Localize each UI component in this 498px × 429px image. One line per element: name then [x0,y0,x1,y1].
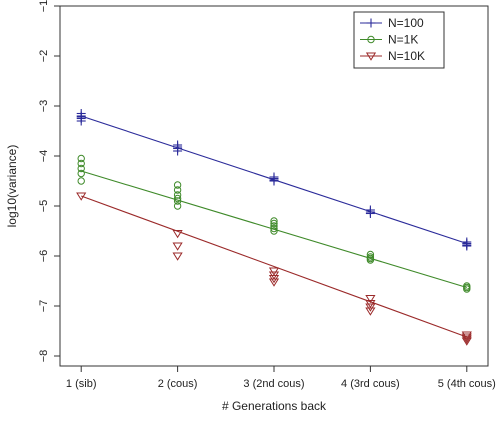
legend-label: N=1K [388,33,418,47]
legend-marker [367,35,375,44]
data-point [461,331,472,340]
y-tick-label: −8 [38,350,50,363]
y-tick-label: −2 [38,50,50,63]
data-point [365,307,376,316]
series-1-points [76,109,472,251]
y-tick-label: −7 [38,300,50,313]
y-tick-label: −4 [38,150,50,163]
data-point [172,242,183,251]
data-point [77,154,85,163]
x-tick-label: 5 (4th cous) [438,378,496,390]
x-tick-label: 1 (sib) [66,378,97,390]
data-point [268,267,280,276]
data-point [173,186,182,194]
data-point [173,146,183,156]
series-3-points [76,192,472,346]
data-point [77,169,85,178]
data-point [463,285,471,293]
data-point [77,164,85,173]
x-tick-label: 3 (2nd cous) [243,378,304,390]
x-tick-label: 4 (3rd cous) [341,378,400,390]
data-point [461,335,472,344]
data-point [77,159,85,168]
data-point [173,194,182,203]
data-point [76,116,86,126]
fit-line-3 [81,195,467,338]
data-point [365,295,376,304]
data-point [173,202,182,210]
data-point [365,209,375,218]
legend-box [353,11,445,69]
data-point [462,241,472,251]
legend-marker [365,52,377,61]
data-point [270,219,278,228]
data-point [270,227,278,235]
y-tick-label: −3 [38,100,50,113]
data-point [270,217,278,225]
series-2-points [77,154,471,293]
data-points [76,109,472,346]
data-point [270,222,278,230]
data-point [365,303,376,312]
data-point [268,278,280,287]
y-tick-label: −5 [38,200,50,213]
data-point [172,252,183,261]
y-axis-label: log10(variance) [5,145,19,228]
data-point [173,197,182,205]
y-tick-label: −1 [38,0,50,12]
data-point [461,333,472,342]
y-tick-label: −6 [38,250,50,263]
data-point [76,192,87,201]
legend-label: N=100 [388,16,424,30]
data-point [172,230,183,239]
legend-marker [366,18,376,28]
data-point [270,224,278,233]
legend-label: N=10K [388,49,425,63]
x-axis-label: # Generations back [222,399,327,413]
data-point [77,177,85,185]
data-point [366,250,375,259]
data-point [173,181,182,189]
data-point [461,337,472,346]
axes: −1 −2 −3 −4 −5 −6 −7 −8 1 (sib) 2 (cous) 3 (2nd co… [38,0,496,390]
data-point [366,256,375,264]
data-point [269,176,279,186]
legend: N=100 N=1K N=10K [353,11,445,69]
x-tick-label: 2 (cous) [158,378,198,390]
